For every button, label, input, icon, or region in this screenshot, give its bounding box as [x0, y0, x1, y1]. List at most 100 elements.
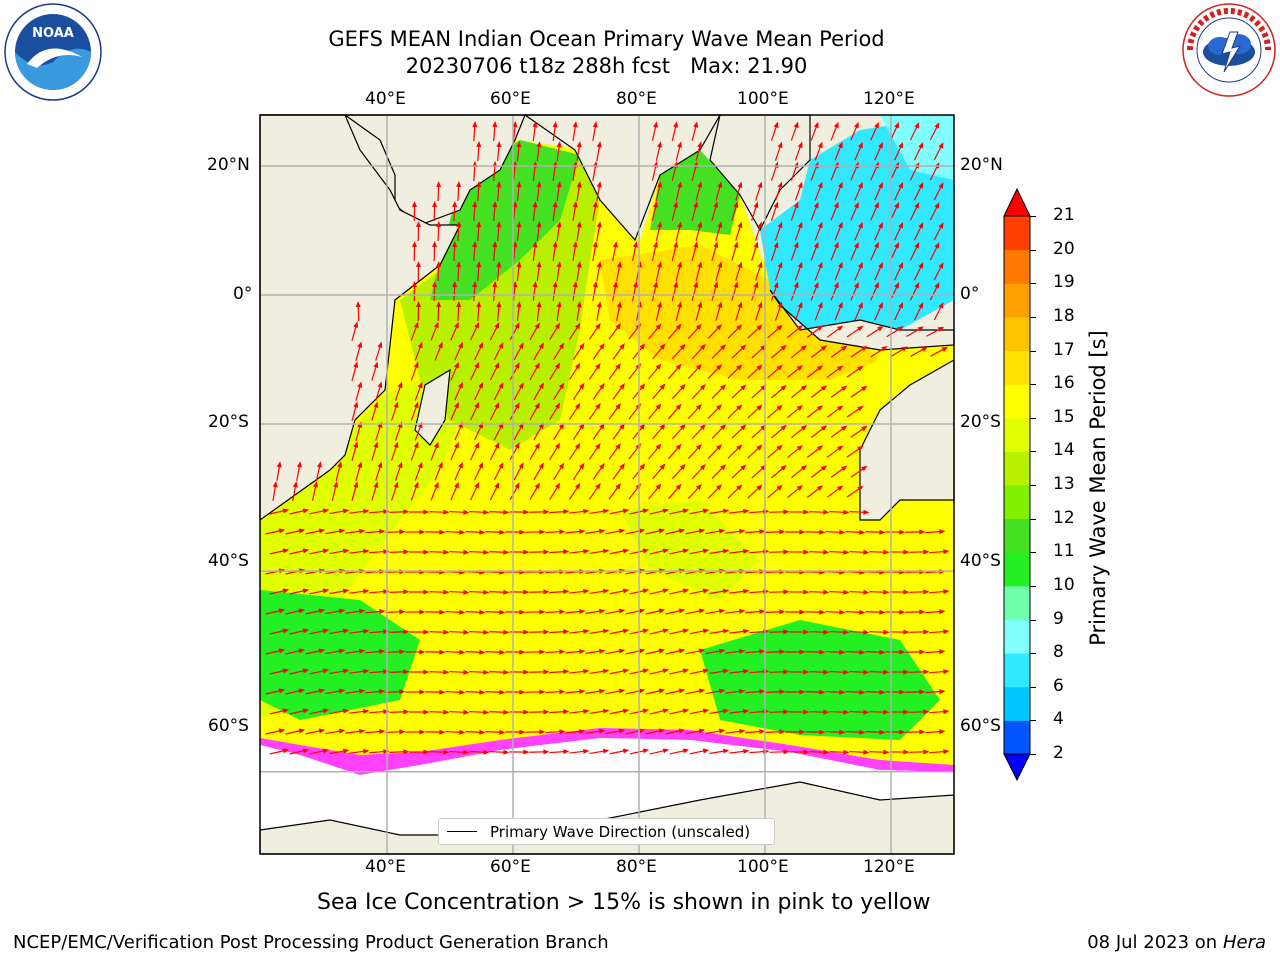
direction-arrow	[456, 181, 462, 202]
colorbar-tick-label: 14	[1053, 440, 1075, 461]
direction-arrow	[536, 141, 542, 162]
direction-arrow	[707, 484, 723, 499]
direction-arrow	[631, 281, 638, 301]
direction-arrow	[787, 485, 803, 499]
direction-arrow	[525, 649, 546, 655]
direction-arrow	[345, 608, 366, 614]
direction-arrow	[410, 401, 419, 421]
direction-arrow	[834, 261, 843, 281]
direction-arrow	[689, 508, 710, 515]
direction-arrow	[588, 322, 601, 340]
direction-arrow	[735, 301, 743, 321]
direction-arrow	[485, 689, 506, 695]
direction-arrow	[870, 201, 879, 221]
lat-tick-left-20s: 20°S	[208, 412, 249, 432]
direction-arrow	[645, 728, 666, 735]
direction-arrow	[489, 589, 510, 595]
direction-arrow	[325, 528, 346, 535]
colorbar-tick-mark	[1030, 552, 1036, 554]
direction-arrow	[470, 362, 480, 381]
direction-arrow	[865, 729, 886, 735]
direction-arrow	[305, 608, 326, 615]
direction-arrow	[648, 323, 662, 340]
direction-arrow	[390, 401, 399, 421]
colorbar-over-arrow	[1003, 187, 1031, 217]
colorbar-segment	[1004, 249, 1030, 284]
direction-arrow	[272, 481, 278, 501]
direction-arrow	[572, 462, 585, 480]
direction-arrow	[492, 281, 498, 302]
direction-arrow	[309, 508, 330, 515]
direction-arrow	[545, 609, 566, 615]
direction-arrow	[429, 709, 450, 715]
direction-arrow	[767, 364, 783, 379]
direction-arrow	[909, 122, 920, 141]
direction-arrow	[269, 548, 290, 555]
direction-arrow	[890, 346, 908, 358]
direction-arrow	[765, 729, 786, 735]
direction-arrow	[669, 748, 690, 755]
direction-arrow	[905, 609, 926, 615]
direction-arrow	[565, 688, 586, 694]
direction-arrow	[826, 405, 844, 418]
direction-arrow	[525, 729, 546, 735]
direction-arrow	[592, 121, 598, 141]
direction-arrow	[276, 461, 282, 481]
direction-arrow	[585, 608, 606, 614]
direction-arrow	[609, 628, 630, 635]
direction-arrow	[709, 508, 730, 515]
direction-arrow	[588, 482, 601, 500]
direction-arrow	[774, 141, 783, 161]
direction-arrow	[529, 362, 540, 381]
direction-arrow	[648, 363, 662, 380]
direction-arrow	[269, 668, 290, 675]
direction-arrow	[869, 589, 890, 595]
direction-arrow	[933, 142, 944, 161]
direction-arrow	[305, 648, 326, 655]
direction-arrow	[436, 261, 442, 282]
direction-arrow	[572, 382, 585, 400]
colorbar-tick-mark	[1030, 316, 1036, 318]
direction-arrow	[556, 301, 562, 321]
direction-arrow	[289, 748, 310, 755]
direction-arrow	[729, 548, 750, 554]
direction-arrow	[529, 482, 540, 501]
direction-arrow	[456, 221, 462, 242]
direction-arrow	[691, 343, 706, 360]
direction-arrow	[814, 261, 823, 281]
direction-arrow	[489, 482, 500, 501]
direction-arrow	[470, 322, 480, 341]
direction-arrow	[747, 484, 763, 499]
colorbar-tick-mark	[1030, 720, 1036, 722]
colorbar-tick-label: 20	[1053, 238, 1075, 259]
direction-arrow	[449, 629, 470, 635]
colorbar-tick-label: 11	[1053, 541, 1075, 562]
direction-arrow	[509, 442, 520, 461]
direction-arrow	[854, 261, 863, 281]
colorbar-tick-label: 12	[1053, 507, 1075, 528]
direction-arrow	[592, 241, 598, 261]
direction-arrow	[810, 345, 828, 358]
direction-arrow	[829, 549, 850, 555]
footer-date: 08 Jul 2023 on Hera	[1087, 932, 1266, 953]
direction-arrow	[492, 241, 498, 262]
direction-arrow	[470, 482, 480, 501]
direction-arrow	[890, 122, 899, 141]
direction-arrow	[747, 364, 763, 379]
direction-arrow	[825, 689, 846, 695]
direction-arrow	[529, 509, 550, 515]
direction-arrow	[425, 649, 446, 655]
colorbar-tick-label: 10	[1053, 574, 1075, 595]
direction-arrow	[769, 749, 790, 755]
direction-arrow	[691, 241, 699, 261]
direction-arrow	[485, 609, 506, 615]
direction-arrow	[436, 301, 442, 322]
direction-arrow	[529, 402, 540, 421]
direction-arrow	[269, 708, 290, 715]
direction-arrow	[789, 709, 810, 715]
direction-arrow	[549, 509, 570, 515]
direction-arrow	[609, 668, 630, 675]
direction-arrow	[355, 301, 361, 322]
colorbar-segment	[1004, 485, 1030, 520]
direction-arrow	[385, 649, 406, 655]
